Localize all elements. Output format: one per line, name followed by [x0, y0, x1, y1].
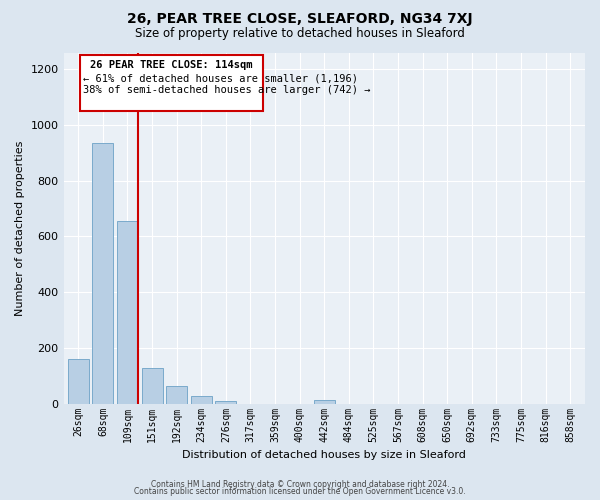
Y-axis label: Number of detached properties: Number of detached properties — [15, 140, 25, 316]
X-axis label: Distribution of detached houses by size in Sleaford: Distribution of detached houses by size … — [182, 450, 466, 460]
Text: ← 61% of detached houses are smaller (1,196): ← 61% of detached houses are smaller (1,… — [83, 74, 358, 84]
Bar — [191, 396, 212, 404]
Text: 26, PEAR TREE CLOSE, SLEAFORD, NG34 7XJ: 26, PEAR TREE CLOSE, SLEAFORD, NG34 7XJ — [127, 12, 473, 26]
FancyBboxPatch shape — [80, 56, 263, 111]
Text: 38% of semi-detached houses are larger (742) →: 38% of semi-detached houses are larger (… — [83, 86, 371, 96]
Bar — [142, 368, 163, 404]
Bar — [215, 401, 236, 404]
Text: Contains public sector information licensed under the Open Government Licence v3: Contains public sector information licen… — [134, 487, 466, 496]
Text: Size of property relative to detached houses in Sleaford: Size of property relative to detached ho… — [135, 28, 465, 40]
Bar — [166, 386, 187, 404]
Text: 26 PEAR TREE CLOSE: 114sqm: 26 PEAR TREE CLOSE: 114sqm — [90, 60, 253, 70]
Bar — [314, 400, 335, 404]
Bar — [92, 143, 113, 404]
Bar — [117, 221, 138, 404]
Bar — [68, 359, 89, 404]
Text: Contains HM Land Registry data © Crown copyright and database right 2024.: Contains HM Land Registry data © Crown c… — [151, 480, 449, 489]
